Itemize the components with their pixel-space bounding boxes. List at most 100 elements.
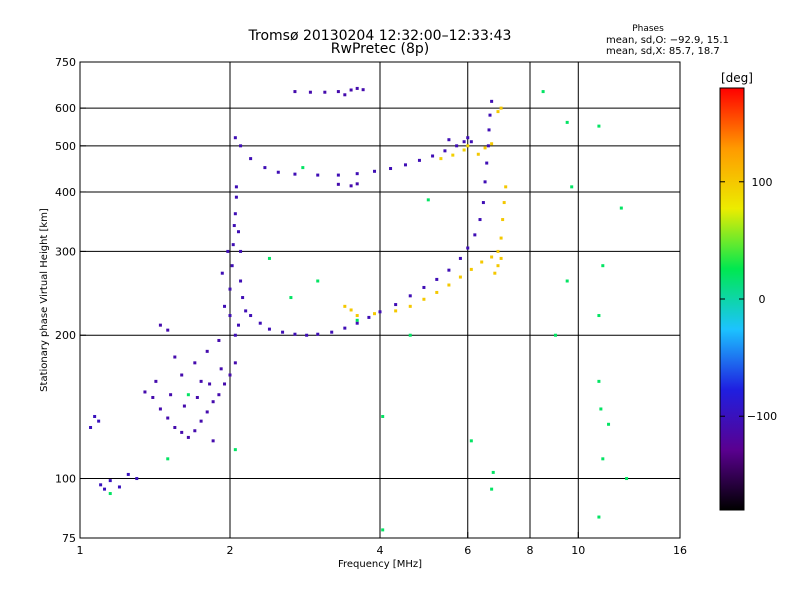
x-tick-label: 6 [464, 544, 471, 557]
data-point [343, 304, 347, 308]
data-point [182, 404, 186, 408]
data-point [481, 201, 485, 205]
data-point [228, 314, 232, 318]
data-point [435, 290, 439, 294]
data-point [565, 120, 569, 124]
y-tick-label: 600 [55, 102, 76, 115]
data-point [458, 275, 462, 279]
data-point [230, 264, 234, 268]
data-point [151, 395, 155, 399]
data-point [108, 492, 112, 496]
data-point [103, 487, 107, 491]
data-point [478, 218, 482, 222]
colorbar-unit-label: [deg] [721, 71, 753, 85]
data-point [108, 479, 112, 483]
data-point [205, 349, 209, 353]
data-point [220, 271, 224, 275]
x-tick-label: 1 [77, 544, 84, 557]
data-point [466, 246, 470, 250]
data-point [234, 185, 238, 189]
data-point [625, 477, 629, 481]
data-point [180, 373, 184, 377]
data-points [89, 86, 629, 532]
data-point [135, 477, 139, 481]
data-point [355, 321, 359, 325]
data-point [228, 287, 232, 291]
data-point [281, 330, 285, 334]
data-point [158, 407, 162, 411]
data-point [490, 142, 494, 146]
data-point [435, 277, 439, 281]
data-point [349, 184, 353, 188]
data-point [483, 180, 487, 184]
data-point [408, 304, 412, 308]
x-axis-label: Frequency [MHz] [338, 559, 422, 570]
y-tick-label: 750 [55, 56, 76, 69]
data-point [408, 333, 412, 337]
data-point [267, 256, 271, 260]
data-point [316, 332, 320, 336]
data-point [223, 304, 227, 308]
data-point [496, 264, 500, 268]
data-point [499, 106, 503, 110]
x-tick-label: 10 [571, 544, 585, 557]
data-point [231, 243, 235, 247]
data-point [447, 138, 451, 142]
data-point [336, 90, 340, 94]
data-point [293, 332, 297, 336]
y-tick-label: 300 [55, 245, 76, 258]
data-point [226, 249, 230, 253]
data-point [565, 279, 569, 283]
data-point [431, 154, 435, 158]
data-point [330, 330, 334, 334]
data-point [301, 166, 305, 170]
data-point [343, 326, 347, 330]
data-point [236, 323, 240, 327]
data-point [394, 309, 398, 313]
data-point [570, 185, 574, 189]
data-point [469, 140, 473, 144]
data-point [208, 382, 212, 386]
x-tick-label: 8 [527, 544, 534, 557]
data-point [236, 230, 240, 234]
data-point [597, 124, 601, 128]
data-point [349, 308, 353, 312]
data-point [499, 256, 503, 260]
data-point [491, 470, 495, 474]
data-point [597, 379, 601, 383]
data-point [381, 528, 385, 532]
data-point [219, 367, 223, 371]
data-point [447, 283, 451, 287]
data-point [293, 172, 297, 176]
data-point [166, 416, 170, 420]
data-point [308, 90, 312, 94]
y-axis-label: Stationary phase Virtual Height [km] [39, 208, 50, 392]
data-point [217, 338, 221, 342]
data-point [233, 361, 237, 365]
axis-ticks: 1 2 4 6 8 10 16 75 100 200 300 400 500 600 750 [55, 56, 687, 557]
data-point [234, 195, 238, 199]
data-point [323, 90, 327, 94]
data-point [241, 296, 245, 300]
data-point [193, 429, 197, 433]
y-tick-label: 400 [55, 186, 76, 199]
data-point [493, 271, 497, 275]
data-point [228, 373, 232, 377]
data-point [422, 297, 426, 301]
data-point [239, 144, 243, 148]
data-point [258, 321, 262, 325]
data-point [99, 483, 103, 487]
data-point [316, 279, 320, 283]
data-point [487, 128, 491, 132]
data-point [349, 88, 353, 92]
data-point [389, 167, 393, 171]
colorbar-tick-label: −100 [747, 410, 777, 423]
data-point [126, 472, 130, 476]
data-point [249, 314, 253, 318]
data-point [305, 333, 309, 337]
data-point [166, 328, 170, 332]
data-point [486, 144, 490, 148]
data-point [373, 169, 377, 173]
data-point [117, 485, 121, 489]
